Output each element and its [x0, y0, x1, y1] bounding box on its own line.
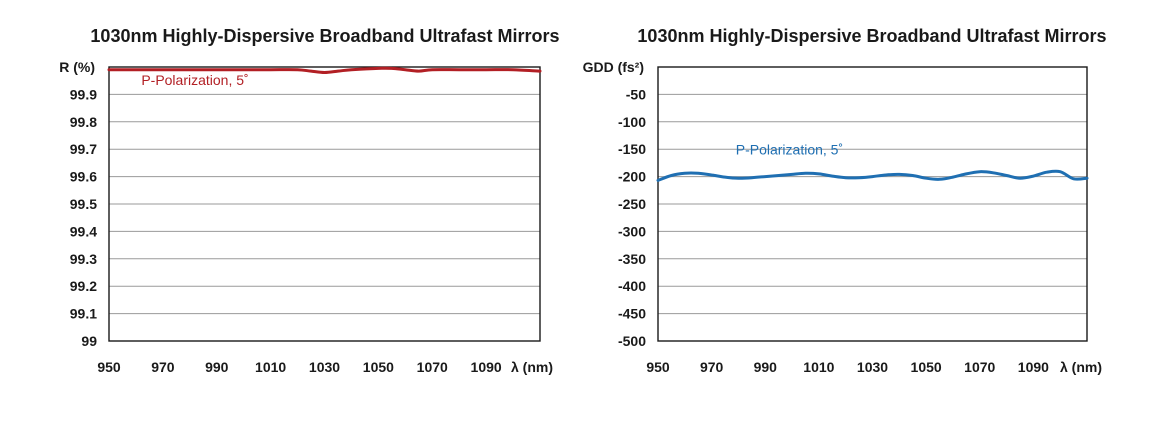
y-tick-label: 99 [81, 333, 97, 349]
y-tick-label: 99.1 [70, 306, 97, 322]
y-tick-label: 99.3 [70, 251, 97, 267]
x-tick-label: 1090 [471, 359, 502, 375]
x-tick-label: 970 [700, 359, 724, 375]
y-axis-label: R (%) [59, 59, 95, 75]
y-tick-label: -150 [618, 141, 646, 157]
y-tick-label: -100 [618, 114, 646, 130]
series-line [107, 66, 542, 74]
x-tick-label: 1050 [911, 359, 942, 375]
x-tick-label: 990 [205, 359, 229, 375]
x-tick-label: 1010 [803, 359, 834, 375]
chart-title: 1030nm Highly-Dispersive Broadband Ultra… [637, 26, 1106, 46]
y-tick-label: -200 [618, 169, 646, 185]
x-tick-label: 1010 [255, 359, 286, 375]
y-tick-label: -50 [626, 86, 646, 102]
y-tick-label: -500 [618, 333, 646, 349]
y-tick-label: 99.7 [70, 141, 97, 157]
x-tick-label: 1030 [309, 359, 340, 375]
y-axis-label: GDD (fs²) [583, 59, 644, 75]
x-tick-label: 970 [151, 359, 175, 375]
x-tick-label: 1070 [417, 359, 448, 375]
series-line [656, 169, 1089, 182]
x-tick-label: 950 [646, 359, 670, 375]
gdd-chart: 1030nm Highly-Dispersive Broadband Ultra… [583, 26, 1107, 375]
y-tick-label: -450 [618, 306, 646, 322]
y-tick-label: -300 [618, 223, 646, 239]
y-tick-label: 99.5 [70, 196, 97, 212]
plot-frame [657, 66, 1088, 342]
y-tick-label: -400 [618, 278, 646, 294]
x-tick-label: 990 [754, 359, 778, 375]
x-tick-label: 950 [97, 359, 121, 375]
reflectance-chart: 1030nm Highly-Dispersive Broadband Ultra… [59, 26, 559, 375]
y-tick-label: 99.6 [70, 169, 97, 185]
y-tick-label: 99.2 [70, 278, 97, 294]
y-tick-label: 99.8 [70, 114, 97, 130]
plot-frame [108, 66, 541, 342]
series-label: P-Polarization, 5˚ [736, 142, 843, 158]
chart-title: 1030nm Highly-Dispersive Broadband Ultra… [90, 26, 559, 46]
x-tick-label: 1030 [857, 359, 888, 375]
series-label: P-Polarization, 5˚ [141, 72, 248, 88]
x-axis-label: λ (nm) [511, 359, 553, 375]
x-tick-label: 1070 [964, 359, 995, 375]
x-axis-label: λ (nm) [1060, 359, 1102, 375]
y-tick-label: -350 [618, 251, 646, 267]
x-tick-label: 1050 [363, 359, 394, 375]
y-tick-label: 99.4 [70, 223, 97, 239]
x-tick-label: 1090 [1018, 359, 1049, 375]
y-tick-label: -250 [618, 196, 646, 212]
y-tick-label: 99.9 [70, 86, 97, 102]
